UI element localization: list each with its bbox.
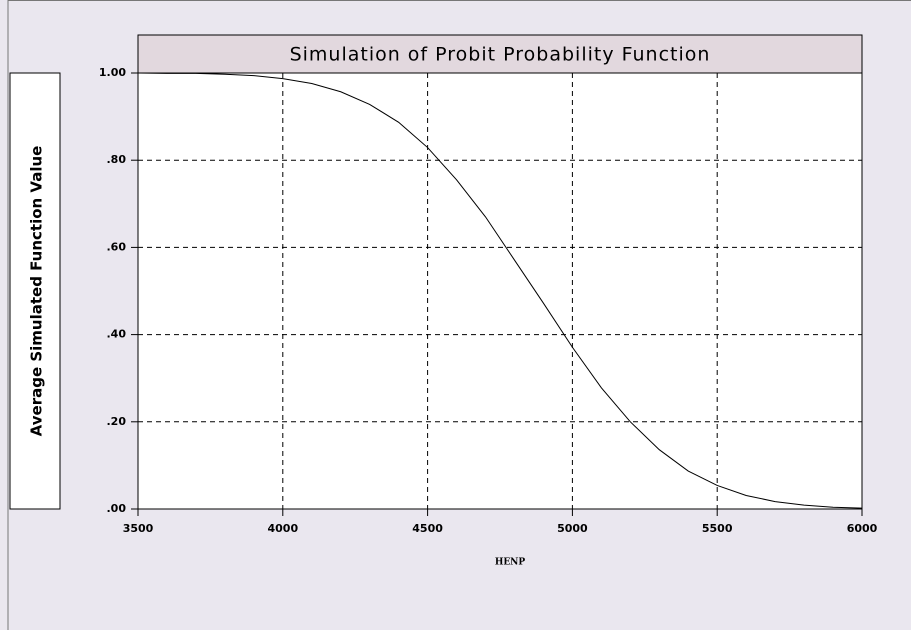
y-tick-label: .60 [107,240,127,253]
x-tick-label: 3500 [123,522,154,535]
line-series [137,72,863,509]
chart-title: Simulation of Probit Probability Functio… [290,44,711,66]
x-axis-label: HENP [495,558,526,568]
y-label-box [9,72,61,510]
y-axis-label: Average Simulated Function Value [28,146,46,437]
x-tick-label: 5000 [557,522,588,535]
plot-border [137,72,863,510]
y-tick-label: .20 [107,415,127,428]
x-tick-label: 4500 [412,522,443,535]
y-tick-label: .40 [107,328,127,341]
y-tick-label: 1.00 [99,66,126,79]
plot-area [138,73,862,509]
y-tick-label: .80 [107,153,127,166]
x-tick-label: 6000 [847,522,878,535]
x-tick-label: 4000 [267,522,298,535]
y-tick-label: .00 [107,502,127,515]
title-box [137,34,863,74]
x-tick-label: 5500 [702,522,733,535]
